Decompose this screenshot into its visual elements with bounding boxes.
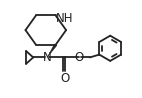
Text: O: O bbox=[74, 51, 83, 64]
Text: NH: NH bbox=[56, 12, 73, 25]
Text: N: N bbox=[43, 51, 52, 64]
Text: O: O bbox=[60, 72, 69, 85]
Polygon shape bbox=[47, 44, 57, 57]
